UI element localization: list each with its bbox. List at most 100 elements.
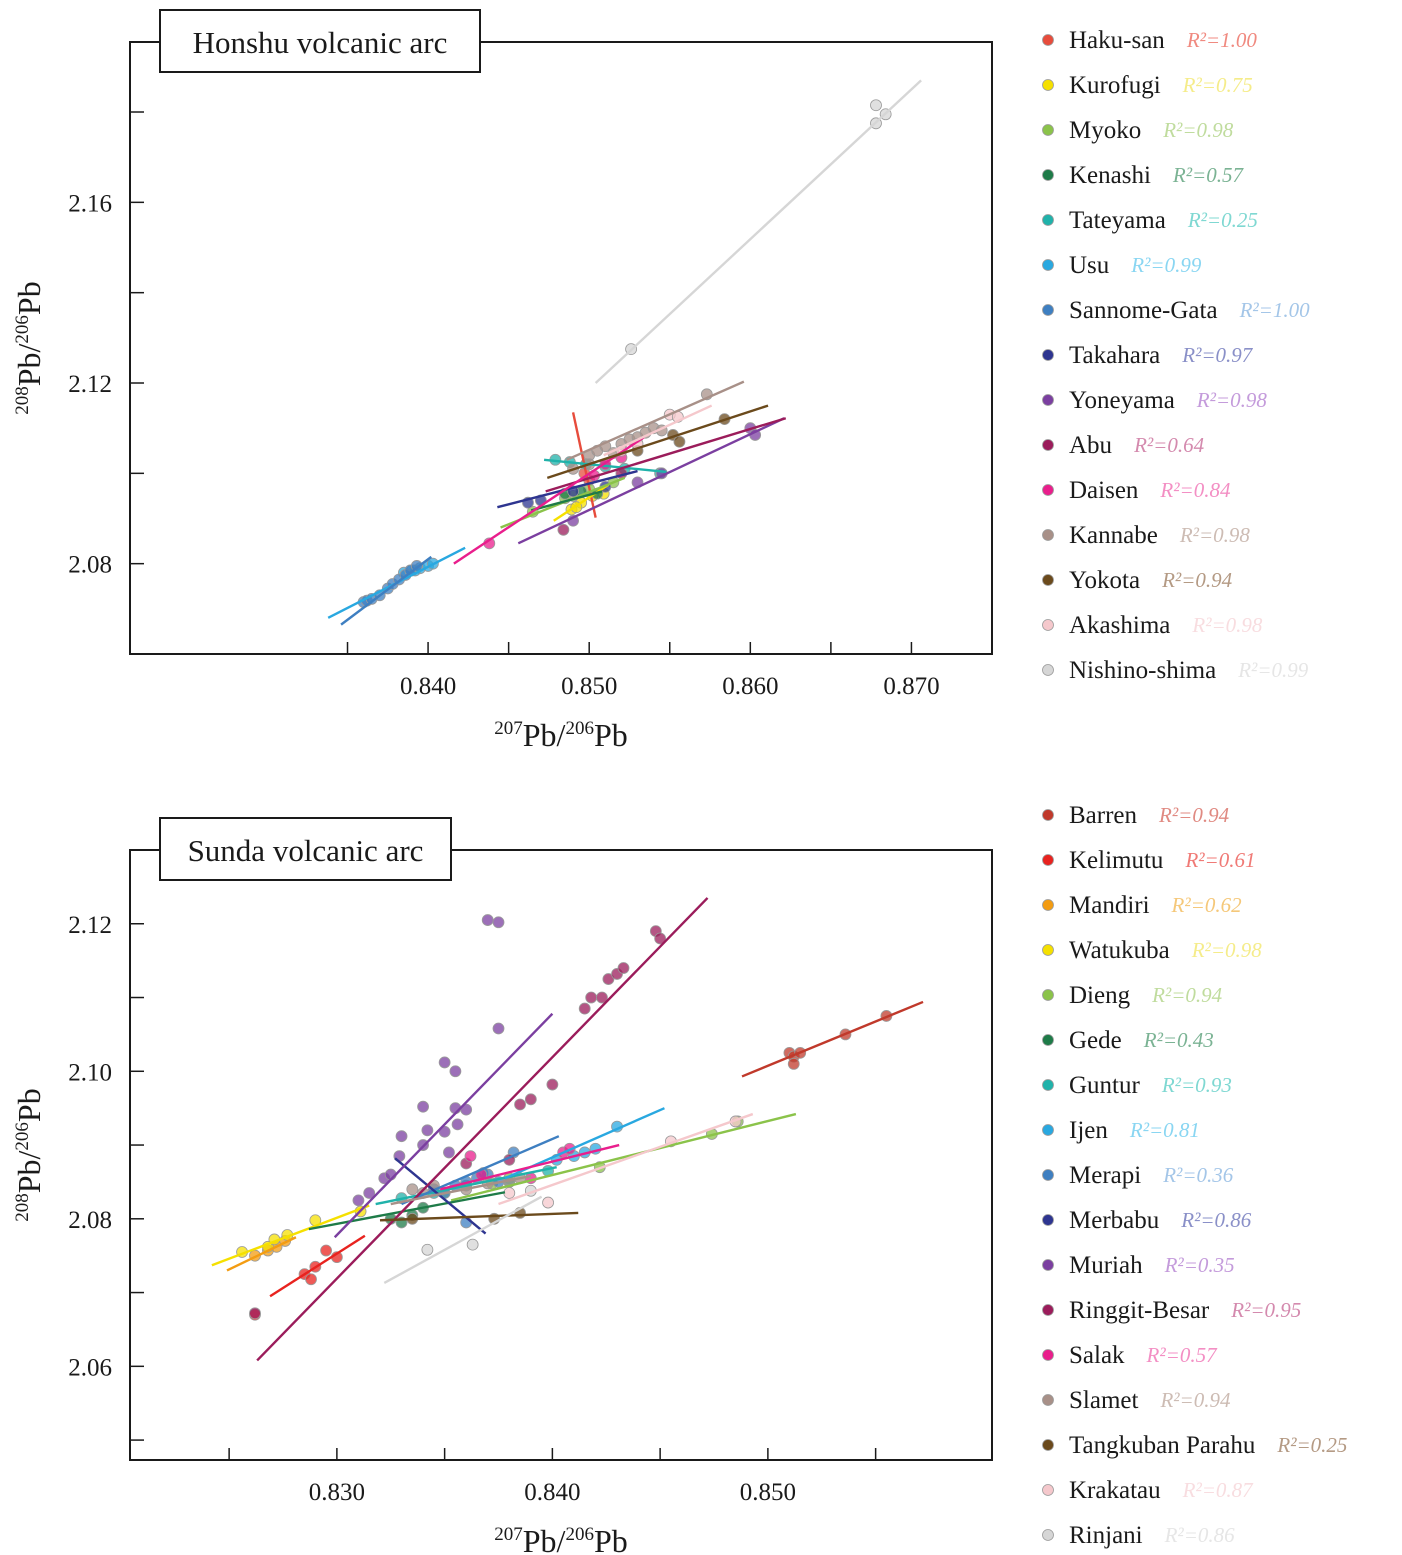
legend-r2-label: R²=0.35 <box>1164 1253 1235 1277</box>
chart-title-box <box>159 817 452 881</box>
legend-r2-label: R²=0.99 <box>1130 253 1202 277</box>
x-tick-label: 0.860 <box>722 673 778 700</box>
regression-line <box>545 417 787 493</box>
regression-line <box>566 380 745 461</box>
data-point <box>578 1002 591 1015</box>
legend-label: Salak <box>1069 1342 1125 1369</box>
data-point <box>443 1146 455 1159</box>
legend-label: Mandiri <box>1069 892 1150 919</box>
data-point <box>524 1093 537 1106</box>
data-point <box>673 435 686 448</box>
data-point <box>417 1100 429 1113</box>
legend-marker <box>1042 1304 1054 1316</box>
legend-label: Haku-san <box>1069 27 1165 54</box>
legend-label: Abu <box>1069 432 1113 459</box>
legend-r2-label: R²=0.25 <box>1187 208 1258 232</box>
data-point <box>546 1078 559 1091</box>
data-point <box>787 1058 800 1070</box>
data-point <box>352 1194 365 1207</box>
legend-r2-label: R²=0.57 <box>1146 1343 1219 1367</box>
legend-r2-label: R²=0.25 <box>1276 1433 1347 1457</box>
regression-line <box>340 555 433 626</box>
legend-label: Gede <box>1069 1027 1122 1054</box>
data-point <box>654 932 667 945</box>
legend-label: Takahara <box>1069 342 1160 369</box>
legend-marker <box>1042 79 1054 91</box>
legend-marker <box>1042 304 1054 316</box>
regression-line <box>394 1157 487 1235</box>
legend-label: Kelimutu <box>1069 847 1164 874</box>
legend-marker <box>1042 394 1054 406</box>
regression-line <box>453 436 645 565</box>
legend-label: Rinjani <box>1069 1522 1143 1549</box>
legend-r2-label: R²=0.62 <box>1171 893 1243 917</box>
legend-marker <box>1042 664 1054 676</box>
legend-r2-label: R²=1.00 <box>1186 28 1258 52</box>
regression-line <box>546 404 769 479</box>
legend-label: Watukuba <box>1069 937 1170 964</box>
data-point <box>406 1183 419 1196</box>
data-point <box>542 1196 554 1209</box>
regression-line <box>383 1195 543 1285</box>
regression-line <box>379 1211 579 1222</box>
legend: Barren R²=0.94 Kelimutu R²=0.61 Mandiri R²=0.… <box>1042 802 1347 1549</box>
data-point <box>585 991 598 1004</box>
legend-label: Ijen <box>1069 1117 1108 1144</box>
legend-marker <box>1042 1079 1054 1091</box>
legend-marker <box>1042 1439 1054 1451</box>
honshu-chart-panel: 0.840 0.850 0.860 0.870 2.08 2.12 2.16 207Pb/20… <box>0 0 1402 775</box>
legend-label: Sannome-Gata <box>1069 297 1218 324</box>
legend-label: Tangkuban Parahu <box>1069 1432 1256 1459</box>
data-point <box>421 1243 434 1256</box>
x-tick-label: 0.870 <box>883 673 939 700</box>
legend-marker <box>1042 944 1054 956</box>
legend-marker <box>1042 1394 1054 1406</box>
regression-line <box>308 1191 506 1231</box>
legend-r2-label: R²=0.98 <box>1162 118 1234 142</box>
legend-marker <box>1042 1484 1054 1496</box>
legend-r2-label: R²=0.94 <box>1161 568 1233 592</box>
data-point <box>363 1187 376 1199</box>
legend-r2-label: R²=0.86 <box>1180 1208 1252 1232</box>
y-tick-label: 2.16 <box>68 190 112 217</box>
regression-line <box>440 1143 620 1191</box>
regression-line <box>256 897 709 1362</box>
legend-label: Kurofugi <box>1069 72 1161 99</box>
legend-label: Yoneyama <box>1069 387 1175 414</box>
legend-r2-label: R²=0.95 <box>1230 1298 1301 1322</box>
legend-r2-label: R²=0.93 <box>1161 1073 1232 1097</box>
x-tick-label: 0.840 <box>524 1479 580 1506</box>
legend-r2-label: R²=0.86 <box>1164 1523 1236 1547</box>
data-point <box>438 1125 451 1138</box>
legend-label: Slamet <box>1069 1387 1138 1414</box>
legend-label: Usu <box>1069 252 1110 279</box>
legend-r2-label: R²=0.94 <box>1158 803 1230 827</box>
data-point <box>249 1307 261 1320</box>
legend-label: Nishino-shima <box>1069 657 1216 684</box>
y-tick-label: 2.06 <box>68 1354 112 1381</box>
data-point <box>602 973 615 985</box>
data-point <box>460 1103 473 1116</box>
legend-label: Merbabu <box>1069 1207 1160 1234</box>
regression-line <box>269 1234 366 1298</box>
legend-r2-label: R²=0.98 <box>1191 938 1263 962</box>
legend-label: Barren <box>1069 802 1138 829</box>
x-axis-title: 207Pb/206Pb <box>494 1523 627 1555</box>
data-point <box>421 1124 434 1137</box>
legend-label: Akashima <box>1069 612 1170 639</box>
x-axis-title: 207Pb/206Pb <box>494 717 627 753</box>
y-tick-label: 2.10 <box>68 1059 112 1086</box>
data-point <box>514 1098 526 1111</box>
regression-line <box>401 1135 560 1206</box>
data-point <box>492 1022 505 1035</box>
legend-marker <box>1042 854 1054 866</box>
y-tick-label: 2.08 <box>68 552 112 579</box>
legend-r2-label: R²=0.94 <box>1151 983 1223 1007</box>
legend-label: Guntur <box>1069 1072 1141 1099</box>
legend-marker <box>1042 1124 1054 1136</box>
data-point <box>870 99 882 112</box>
plot-frame <box>129 849 993 1461</box>
legend-marker <box>1042 1529 1054 1541</box>
chart-title: Honshu volcanic arc <box>193 25 448 60</box>
data-point <box>438 1056 451 1069</box>
